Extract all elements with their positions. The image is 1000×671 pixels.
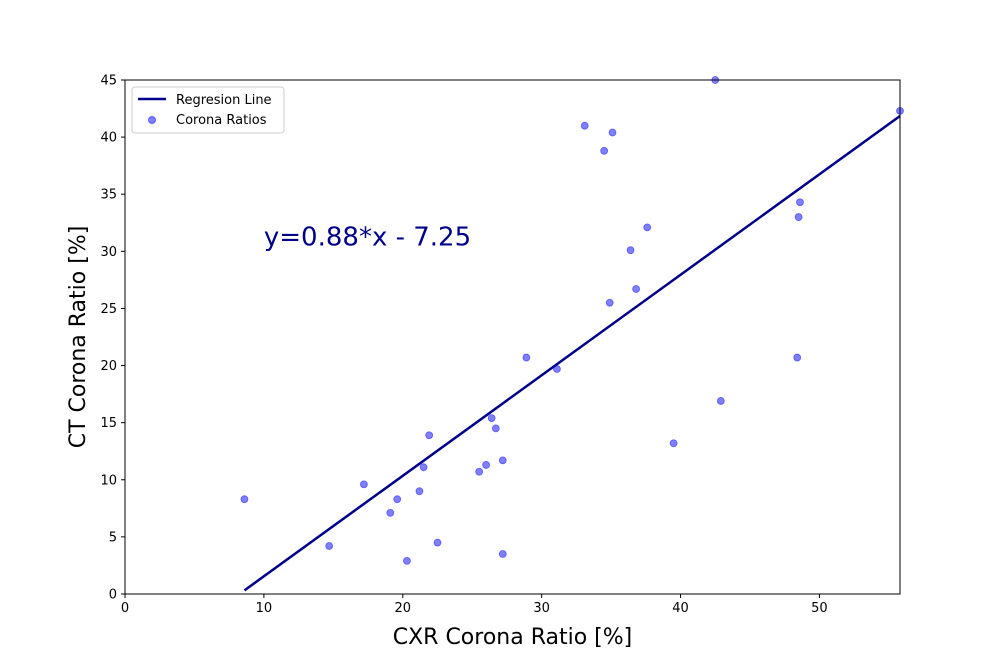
scatter-point: [626, 246, 635, 255]
scatter-point: [359, 480, 368, 489]
scatter-point: [498, 550, 507, 558]
scatter-point: [669, 439, 678, 448]
scatter-point: [419, 463, 428, 472]
y-tick-label: 40: [100, 131, 117, 146]
scatter-point: [240, 495, 249, 504]
scatter-point: [605, 298, 614, 307]
y-tick-label: 45: [100, 74, 117, 89]
x-tick-label: 50: [811, 601, 828, 616]
scatter-point: [608, 128, 617, 137]
scatter-point: [403, 556, 411, 565]
scatter-point: [491, 424, 500, 433]
scatter-point: [415, 487, 424, 496]
x-axis-title: CXR Corona Ratio [%]: [393, 625, 633, 650]
scatter-point: [600, 146, 609, 155]
legend-box: [131, 86, 285, 134]
y-axis-title: CT Corona Ratio [%]: [66, 226, 91, 449]
y-tick-label: 5: [109, 530, 117, 545]
x-tick-label: 0: [121, 601, 129, 616]
scatter-point: [794, 213, 803, 221]
scatter-point: [482, 461, 491, 469]
x-tick-label: 10: [256, 601, 273, 616]
scatter-point: [487, 414, 496, 423]
legend-regression-line-label: Regresion Line: [176, 93, 272, 108]
scatter-point: [433, 538, 442, 547]
scatter-point: [716, 397, 725, 405]
scatter-point: [475, 467, 484, 476]
y-tick-label: 0: [109, 588, 117, 603]
y-tick-label: 25: [100, 302, 117, 317]
x-tick-label: 30: [533, 601, 550, 616]
y-tick-label: 30: [100, 245, 117, 260]
x-tick-label: 20: [395, 601, 412, 616]
scatter-point: [425, 431, 434, 440]
scatter-point: [632, 285, 641, 293]
legend: Regresion Line Corona Ratios: [131, 86, 285, 134]
scatter-point: [643, 223, 652, 232]
scatter-point: [498, 456, 507, 465]
scatter-point: [393, 495, 402, 504]
plot-marks: [240, 76, 904, 592]
plot-frame: [124, 79, 901, 595]
scatter-point: [796, 198, 804, 207]
regression-equation-annotation: y=0.88*x - 7.25: [264, 223, 471, 253]
legend-corona-ratios-label: Corona Ratios: [176, 113, 267, 128]
y-tick-label: 35: [100, 188, 117, 203]
y-tick-label: 15: [100, 416, 117, 431]
x-tick-label: 40: [672, 601, 689, 616]
y-tick-label: 20: [100, 359, 117, 374]
y-tick-label: 10: [100, 473, 117, 488]
scatter-point: [793, 353, 802, 362]
scatter-point: [325, 542, 334, 550]
axis-ticks: 0 10 20 30 40 50 0 5 10 15 20 25 30 35 40 45: [100, 74, 827, 617]
scatter-point: [522, 353, 531, 362]
scatter-point: [580, 121, 589, 130]
scatter-point: [386, 509, 395, 517]
regression-line: [243, 114, 901, 592]
legend-corona-ratios-swatch: [148, 116, 156, 124]
